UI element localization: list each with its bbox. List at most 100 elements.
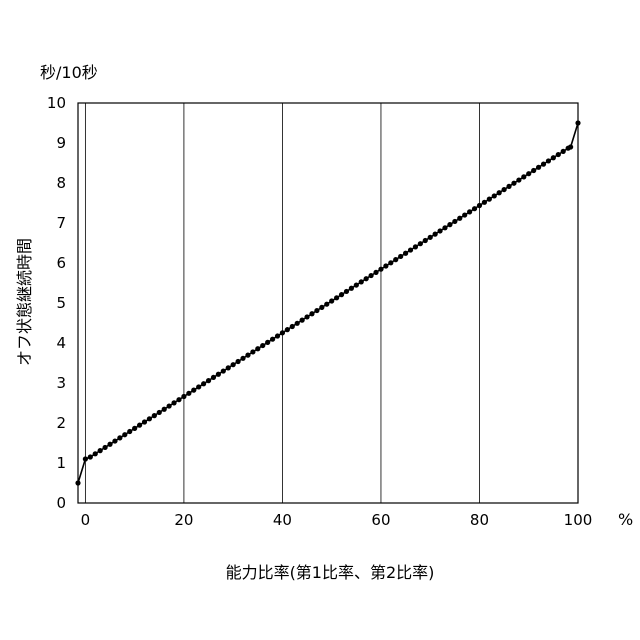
data-point — [369, 273, 374, 278]
data-point — [300, 318, 305, 323]
y-tick-label: 6 — [56, 254, 66, 272]
data-point — [171, 400, 176, 405]
y-tick-label: 0 — [56, 494, 66, 512]
data-point — [378, 267, 383, 272]
data-point — [147, 416, 152, 421]
data-point — [176, 397, 181, 402]
data-point — [265, 340, 270, 345]
data-point — [93, 451, 98, 456]
data-point — [339, 292, 344, 297]
data-point — [408, 247, 413, 252]
x-axis-label: 能力比率(第1比率、第2比率) — [226, 563, 435, 582]
data-point — [388, 260, 393, 265]
x-tick-labels: 020406080100 — [81, 511, 593, 529]
data-point — [216, 372, 221, 377]
y-tick-labels: 0 1 2 3 4 5 6 7 8 9 10 — [47, 94, 66, 512]
data-point — [472, 206, 477, 211]
data-point — [428, 235, 433, 240]
data-point — [482, 200, 487, 205]
data-point — [536, 165, 541, 170]
data-point — [102, 445, 107, 450]
data-point — [285, 327, 290, 332]
data-point — [447, 222, 452, 227]
data-point — [561, 149, 566, 154]
data-point — [314, 308, 319, 313]
data-point — [551, 155, 556, 160]
data-point — [304, 314, 309, 319]
y-tick-label: 3 — [56, 374, 66, 392]
y-axis-label: オフ状態継続時間 — [15, 238, 34, 366]
data-point — [117, 435, 122, 440]
x-tick-label: 0 — [81, 511, 91, 529]
y-tick-label: 4 — [56, 334, 66, 352]
data-point — [373, 270, 378, 275]
y-tick-label: 8 — [56, 174, 66, 192]
data-point — [280, 330, 285, 335]
data-point — [511, 181, 516, 186]
data-point — [137, 423, 142, 428]
data-point — [349, 286, 354, 291]
x-tick-label: 100 — [564, 511, 593, 529]
y-tick-label: 7 — [56, 214, 66, 232]
y-unit: 秒/10秒 — [40, 63, 98, 82]
grid-lines — [85, 103, 479, 503]
data-point — [359, 279, 364, 284]
y-tick-label: 2 — [56, 414, 66, 432]
data-point — [516, 177, 521, 182]
data-point — [433, 232, 438, 237]
data-point — [329, 298, 334, 303]
data-point — [250, 349, 255, 354]
data-point — [398, 254, 403, 259]
data-point — [226, 365, 231, 370]
data-point — [260, 343, 265, 348]
data-point — [162, 407, 167, 412]
data-point — [541, 162, 546, 167]
data-point — [206, 378, 211, 383]
data-point — [393, 257, 398, 262]
data-point — [196, 384, 201, 389]
x-tick-label: 80 — [470, 511, 489, 529]
data-point — [497, 190, 502, 195]
y-tick-label: 1 — [56, 454, 66, 472]
data-point — [502, 187, 507, 192]
y-tick-label: 10 — [47, 94, 66, 112]
x-tick-label: 60 — [371, 511, 390, 529]
data-point — [221, 368, 226, 373]
x-tick-label: 40 — [273, 511, 292, 529]
data-point — [157, 410, 162, 415]
data-point — [364, 276, 369, 281]
data-point — [437, 228, 442, 233]
data-point — [487, 197, 492, 202]
data-point — [75, 480, 80, 485]
data-point — [295, 321, 300, 326]
data-point — [452, 219, 457, 224]
data-point — [83, 456, 88, 461]
data-point — [236, 359, 241, 364]
data-point — [270, 337, 275, 342]
data-point — [107, 442, 112, 447]
data-point — [403, 251, 408, 256]
data-point — [413, 244, 418, 249]
data-point — [506, 184, 511, 189]
data-point — [167, 403, 172, 408]
data-point — [442, 225, 447, 230]
data-point — [418, 241, 423, 246]
data-point — [462, 212, 467, 217]
y-tick-label: 5 — [56, 294, 66, 312]
data-point — [127, 429, 132, 434]
data-point — [354, 282, 359, 287]
data-point — [334, 295, 339, 300]
data-point — [344, 289, 349, 294]
data-point — [492, 193, 497, 198]
data-point — [319, 305, 324, 310]
y-tick-label: 9 — [56, 134, 66, 152]
x-unit: % — [618, 510, 633, 529]
data-point — [546, 158, 551, 163]
data-point — [423, 238, 428, 243]
data-point — [186, 391, 191, 396]
data-point — [211, 375, 216, 380]
data-point — [152, 413, 157, 418]
data-point — [309, 311, 314, 316]
data-point — [575, 120, 580, 125]
